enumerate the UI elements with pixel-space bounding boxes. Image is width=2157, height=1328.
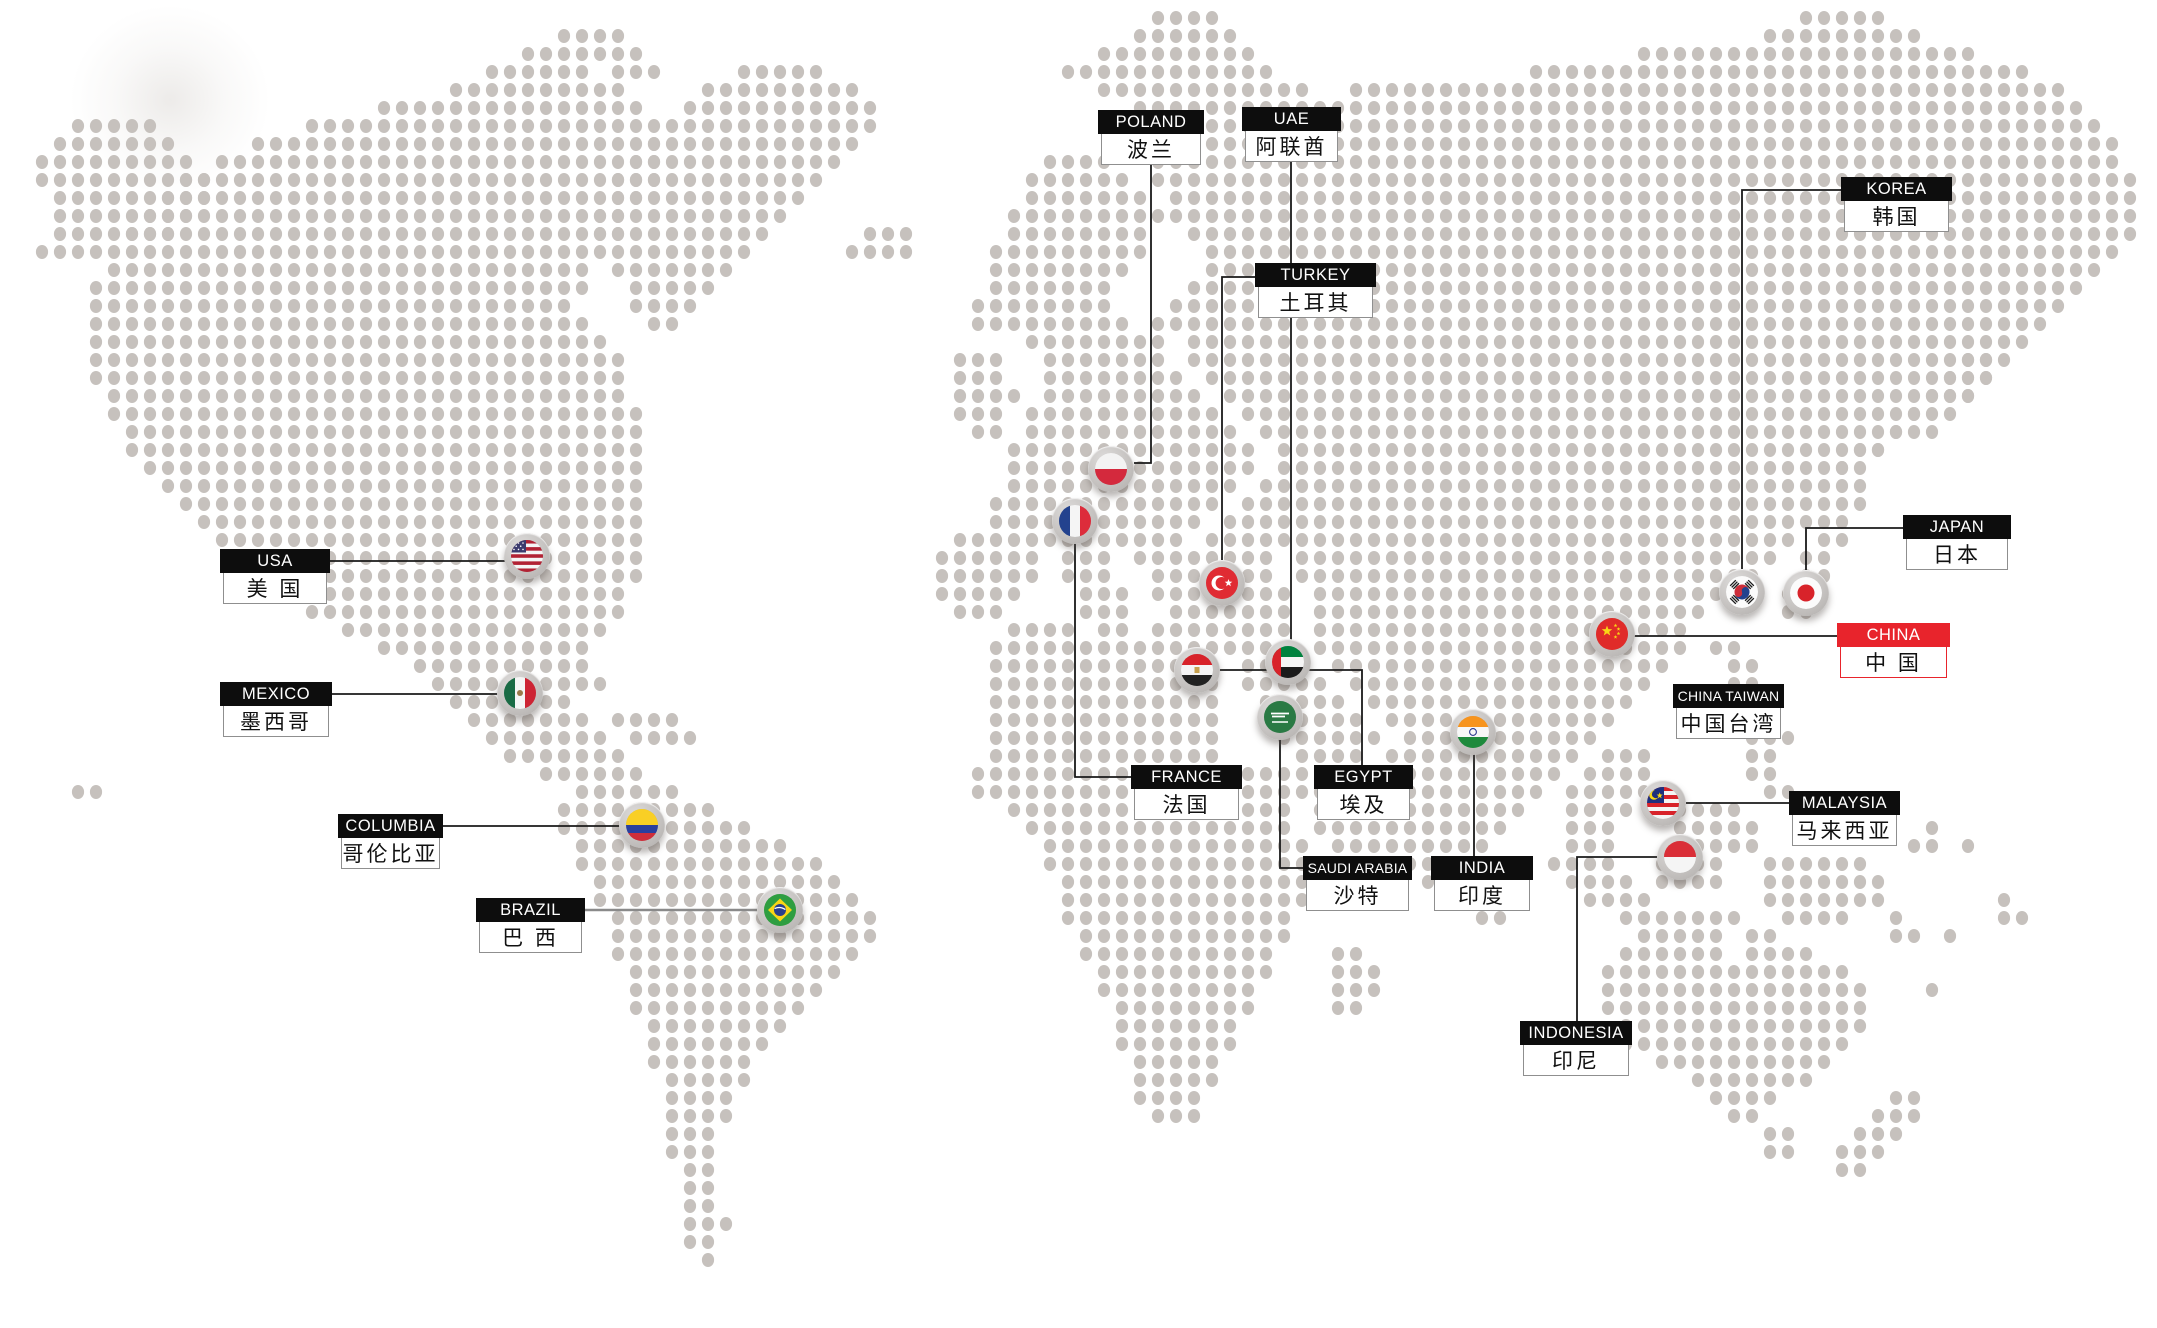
- country-name-en: SAUDI ARABIA: [1303, 856, 1412, 880]
- country-name-en: INDONESIA: [1520, 1021, 1632, 1045]
- country-name-zh: 韩国: [1844, 201, 1949, 232]
- mexico-flag-marker[interactable]: [497, 670, 543, 716]
- country-name-zh: 印度: [1434, 880, 1530, 911]
- poland-flag-icon: [1095, 453, 1127, 485]
- country-name-zh: 中 国: [1840, 647, 1947, 678]
- country-name-en: KOREA: [1841, 177, 1952, 201]
- brazil-flag-marker[interactable]: [757, 887, 803, 933]
- country-label-uae[interactable]: UAE 阿联酋: [1242, 107, 1341, 162]
- uae-flag-marker[interactable]: [1265, 639, 1311, 685]
- country-name-zh: 美 国: [223, 573, 327, 604]
- country-name-en: FRANCE: [1131, 765, 1242, 789]
- country-label-malaysia[interactable]: MALAYSIA 马来西亚: [1789, 791, 1900, 846]
- poland-flag-marker[interactable]: [1088, 446, 1134, 492]
- turkey-flag-icon: [1206, 567, 1238, 599]
- columbia-flag-marker[interactable]: [619, 802, 665, 848]
- usa-flag-marker[interactable]: [504, 533, 550, 579]
- connector-lines: [330, 158, 1903, 1021]
- korea-flag-icon: [1726, 576, 1758, 608]
- malaysia-flag-icon: [1647, 787, 1679, 819]
- country-name-zh: 中国台湾: [1676, 708, 1781, 739]
- country-label-korea[interactable]: KOREA 韩国: [1841, 177, 1952, 232]
- france-flag-marker[interactable]: [1052, 498, 1098, 544]
- colombia-flag-icon: [626, 809, 658, 841]
- country-label-usa[interactable]: USA 美 国: [220, 549, 330, 604]
- china-flag-marker[interactable]: [1589, 611, 1635, 657]
- country-label-egypt[interactable]: EGYPT 埃及: [1314, 765, 1413, 820]
- country-label-china[interactable]: CHINA 中 国: [1837, 623, 1950, 678]
- country-label-india[interactable]: INDIA 印度: [1431, 856, 1533, 911]
- country-name-en: COLUMBIA: [338, 814, 443, 838]
- korea-flag-marker[interactable]: [1719, 569, 1765, 615]
- country-label-china-taiwan[interactable]: CHINA TAIWAN 中国台湾: [1673, 684, 1784, 739]
- country-name-zh: 印尼: [1523, 1045, 1629, 1076]
- country-name-en: TURKEY: [1255, 263, 1376, 287]
- indonesia-flag-icon: [1664, 841, 1696, 873]
- country-name-en: MALAYSIA: [1789, 791, 1900, 815]
- france-flag-icon: [1059, 505, 1091, 537]
- saudi-arabia-flag-icon: [1264, 701, 1296, 733]
- country-label-brazil[interactable]: BRAZIL 巴 西: [476, 898, 585, 953]
- country-name-zh: 阿联酋: [1245, 131, 1338, 162]
- china-flag-icon: [1596, 618, 1628, 650]
- egypt-flag-marker[interactable]: [1174, 647, 1220, 693]
- indonesia-flag-marker[interactable]: [1657, 834, 1703, 880]
- country-name-en: UAE: [1242, 107, 1341, 131]
- country-name-zh: 波兰: [1101, 134, 1201, 165]
- country-name-zh: 沙特: [1306, 880, 1409, 911]
- country-name-en: EGYPT: [1314, 765, 1413, 789]
- egypt-flag-icon: [1181, 654, 1213, 686]
- saudi-arabia-flag-marker[interactable]: [1257, 694, 1303, 740]
- country-name-zh: 哥伦比亚: [341, 838, 440, 869]
- country-label-poland[interactable]: POLAND 波兰: [1098, 110, 1204, 165]
- country-name-zh: 法国: [1134, 789, 1239, 820]
- uae-flag-icon: [1272, 646, 1304, 678]
- country-name-zh: 马来西亚: [1792, 815, 1897, 846]
- japan-flag-icon: [1790, 577, 1822, 609]
- country-name-en: BRAZIL: [476, 898, 585, 922]
- india-flag-icon: [1457, 716, 1489, 748]
- country-name-en: CHINA: [1837, 623, 1950, 647]
- country-name-en: POLAND: [1098, 110, 1204, 134]
- country-name-en: INDIA: [1431, 856, 1533, 880]
- country-name-zh: 墨西哥: [223, 706, 329, 737]
- map-dots: [35, 11, 2137, 1267]
- country-label-indonesia[interactable]: INDONESIA 印尼: [1520, 1021, 1632, 1076]
- india-flag-marker[interactable]: [1450, 709, 1496, 755]
- country-label-france[interactable]: FRANCE 法国: [1131, 765, 1242, 820]
- brazil-flag-icon: [764, 894, 796, 926]
- country-label-japan[interactable]: JAPAN 日本: [1903, 515, 2011, 570]
- turkey-flag-marker[interactable]: [1199, 560, 1245, 606]
- japan-flag-marker[interactable]: [1783, 570, 1829, 616]
- country-name-zh: 日本: [1906, 539, 2008, 570]
- country-name-en: CHINA TAIWAN: [1673, 684, 1784, 708]
- country-label-columbia[interactable]: COLUMBIA 哥伦比亚: [338, 814, 443, 869]
- usa-flag-icon: [511, 540, 543, 572]
- country-name-en: JAPAN: [1903, 515, 2011, 539]
- country-name-zh: 巴 西: [479, 922, 582, 953]
- country-label-turkey[interactable]: TURKEY 土耳其: [1255, 263, 1376, 318]
- country-name-en: USA: [220, 549, 330, 573]
- mexico-flag-icon: [504, 677, 536, 709]
- country-name-en: MEXICO: [220, 682, 332, 706]
- country-name-zh: 埃及: [1317, 789, 1410, 820]
- country-label-saudi-arabia[interactable]: SAUDI ARABIA 沙特: [1303, 856, 1412, 911]
- country-label-mexico[interactable]: MEXICO 墨西哥: [220, 682, 332, 737]
- malaysia-flag-marker[interactable]: [1640, 780, 1686, 826]
- country-name-zh: 土耳其: [1258, 287, 1373, 318]
